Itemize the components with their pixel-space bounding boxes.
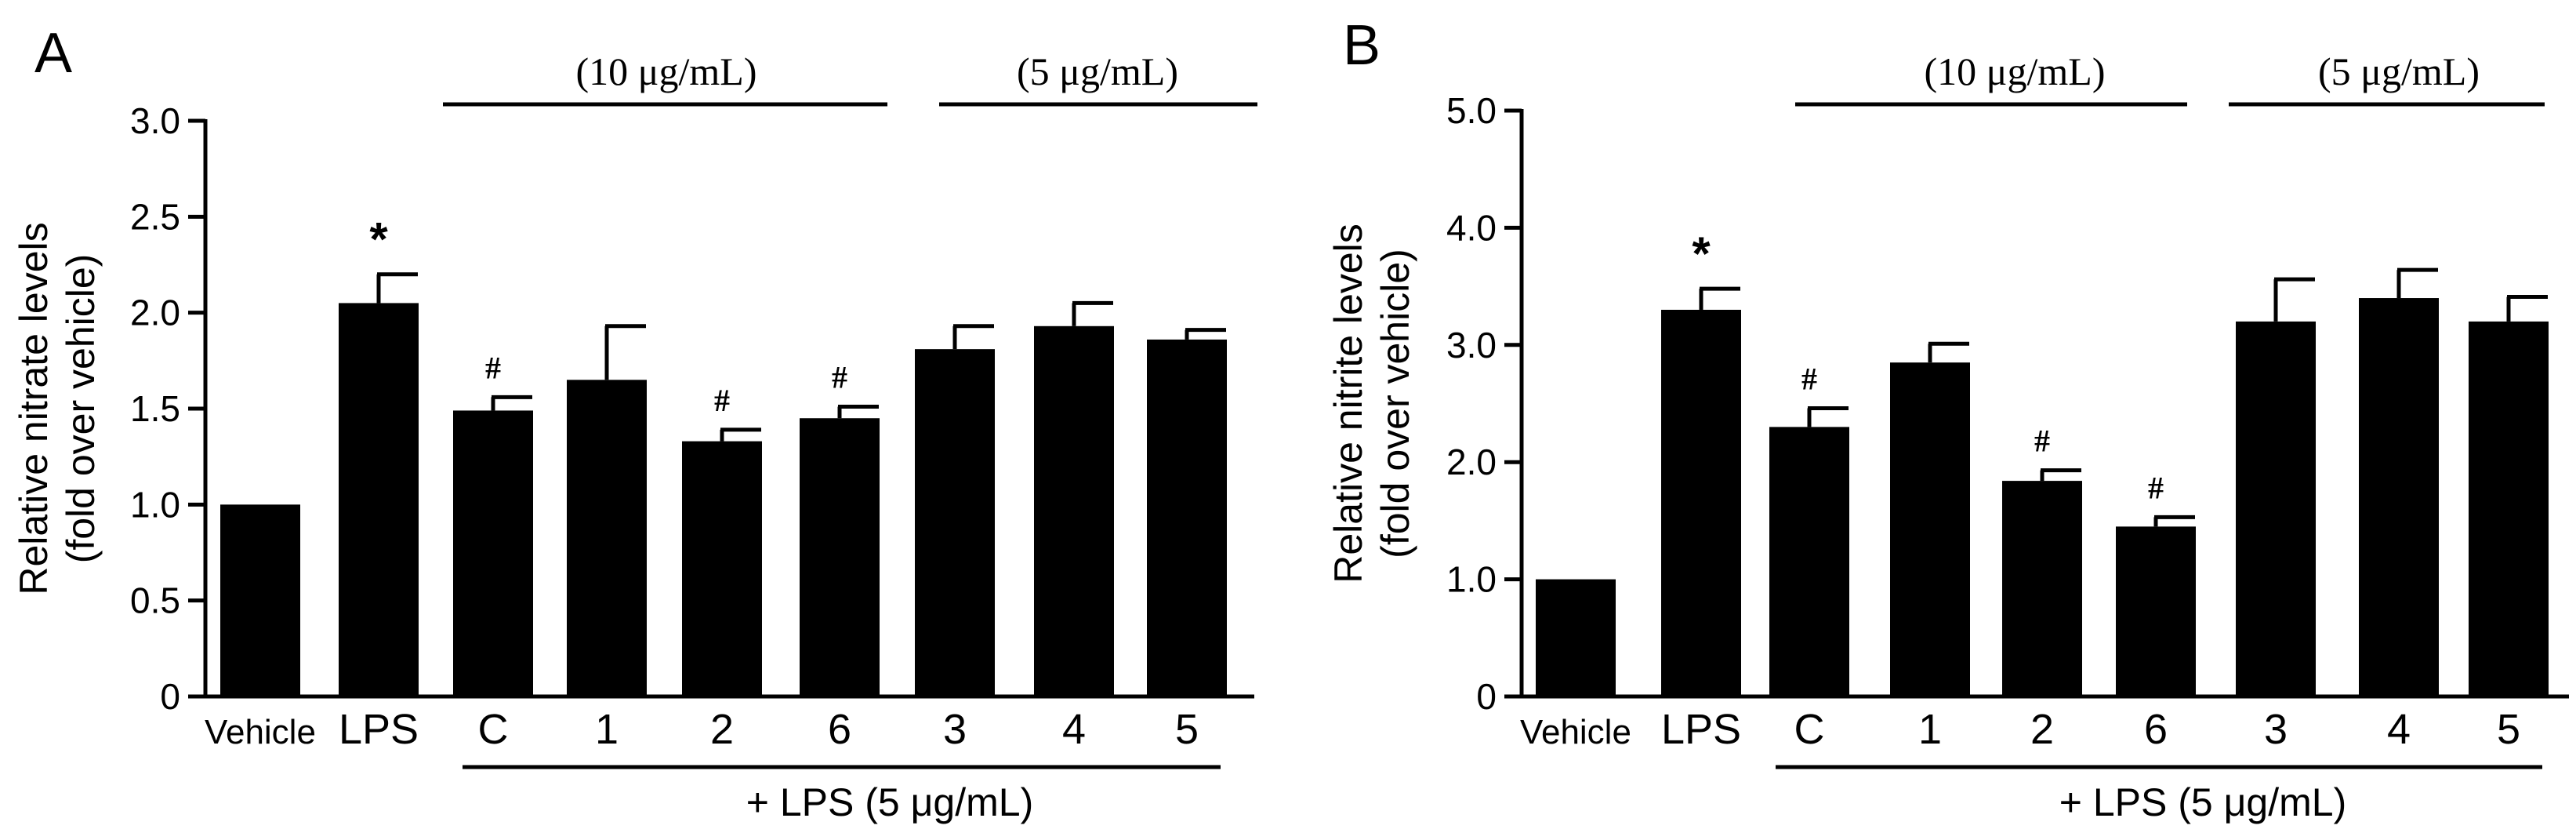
group-label: (5 μg/mL) bbox=[2318, 49, 2480, 93]
significance-hash: # bbox=[485, 350, 501, 385]
significance-hash: # bbox=[2148, 470, 2164, 505]
x-category-label: Vehicle bbox=[205, 713, 316, 751]
y-axis-title-line2: (fold over vehicle) bbox=[1373, 249, 1417, 558]
group-label: (10 μg/mL) bbox=[576, 49, 757, 93]
x-category-label: 5 bbox=[2497, 706, 2520, 753]
y-tick-label: 2.0 bbox=[1446, 442, 1497, 482]
bar bbox=[339, 303, 419, 696]
bar bbox=[453, 410, 533, 696]
bar bbox=[2002, 481, 2082, 696]
bar bbox=[1661, 309, 1741, 696]
bar bbox=[1034, 325, 1114, 696]
significance-asterisk: * bbox=[369, 213, 388, 266]
y-axis-title-line1: Relative nitrate levels bbox=[12, 222, 56, 595]
bar bbox=[2116, 526, 2196, 696]
y-tick-label: 0 bbox=[160, 676, 180, 717]
bar bbox=[915, 349, 995, 696]
y-tick-label: 1.5 bbox=[130, 388, 180, 429]
bar bbox=[682, 441, 762, 696]
x-category-label: 4 bbox=[2387, 706, 2411, 753]
lps-bracket-label: + LPS (5 μg/mL) bbox=[2059, 780, 2346, 824]
x-category-label: LPS bbox=[1661, 706, 1741, 753]
y-axis-title-line2: (fold over vehicle) bbox=[59, 254, 103, 564]
x-category-label: 5 bbox=[1175, 706, 1199, 753]
bar bbox=[220, 504, 300, 696]
y-tick-label: 0 bbox=[1476, 676, 1497, 717]
x-category-label: C bbox=[478, 706, 509, 753]
significance-hash: # bbox=[2034, 424, 2050, 459]
x-category-label: 4 bbox=[1062, 706, 1086, 753]
y-tick-label: 4.0 bbox=[1446, 207, 1497, 248]
y-axis-title-line1: Relative nitrite levels bbox=[1326, 224, 1370, 584]
x-category-label: 2 bbox=[710, 706, 734, 753]
group-label: (5 μg/mL) bbox=[1017, 49, 1178, 93]
x-category-label: 2 bbox=[2030, 706, 2054, 753]
bar bbox=[800, 418, 880, 696]
x-category-label: 3 bbox=[2264, 706, 2288, 753]
y-tick-label: 2.5 bbox=[130, 196, 180, 237]
bar bbox=[2236, 321, 2316, 696]
significance-hash: # bbox=[714, 383, 730, 418]
bar bbox=[1536, 579, 1616, 696]
significance-hash: # bbox=[1801, 361, 1817, 396]
x-category-label: 6 bbox=[2144, 706, 2168, 753]
panel-b-chart: B Relative nitrite levels (fold over vehic… bbox=[1326, 14, 2569, 824]
panel-label: A bbox=[34, 22, 72, 85]
y-tick-label: 3.0 bbox=[1446, 325, 1497, 365]
significance-hash: # bbox=[832, 360, 847, 395]
y-tick-label: 1.0 bbox=[1446, 559, 1497, 600]
bar bbox=[1147, 339, 1227, 696]
y-tick-label: 3.0 bbox=[130, 100, 180, 141]
bar bbox=[2359, 298, 2439, 696]
x-category-label: 1 bbox=[1918, 706, 1942, 753]
y-tick-label: 5.0 bbox=[1446, 90, 1497, 131]
y-tick-label: 0.5 bbox=[130, 580, 180, 621]
bar bbox=[1769, 427, 1849, 696]
x-category-label: Vehicle bbox=[1520, 713, 1631, 751]
panel-label: B bbox=[1343, 14, 1381, 77]
lps-bracket-label: + LPS (5 μg/mL) bbox=[746, 780, 1033, 824]
y-tick-label: 1.0 bbox=[130, 484, 180, 525]
bar bbox=[2469, 321, 2549, 696]
bar bbox=[567, 380, 647, 696]
significance-asterisk: * bbox=[1692, 227, 1711, 280]
x-category-label: 1 bbox=[595, 706, 619, 753]
y-tick-label: 2.0 bbox=[130, 293, 180, 333]
x-category-label: 6 bbox=[828, 706, 851, 753]
x-category-label: LPS bbox=[339, 706, 419, 753]
bar bbox=[1890, 362, 1970, 696]
group-label: (10 μg/mL) bbox=[1925, 49, 2106, 93]
panel-a-chart: A Relative nitrate levels (fold over vehic… bbox=[12, 22, 1257, 824]
x-category-label: C bbox=[1794, 706, 1825, 753]
x-category-label: 3 bbox=[943, 706, 967, 753]
